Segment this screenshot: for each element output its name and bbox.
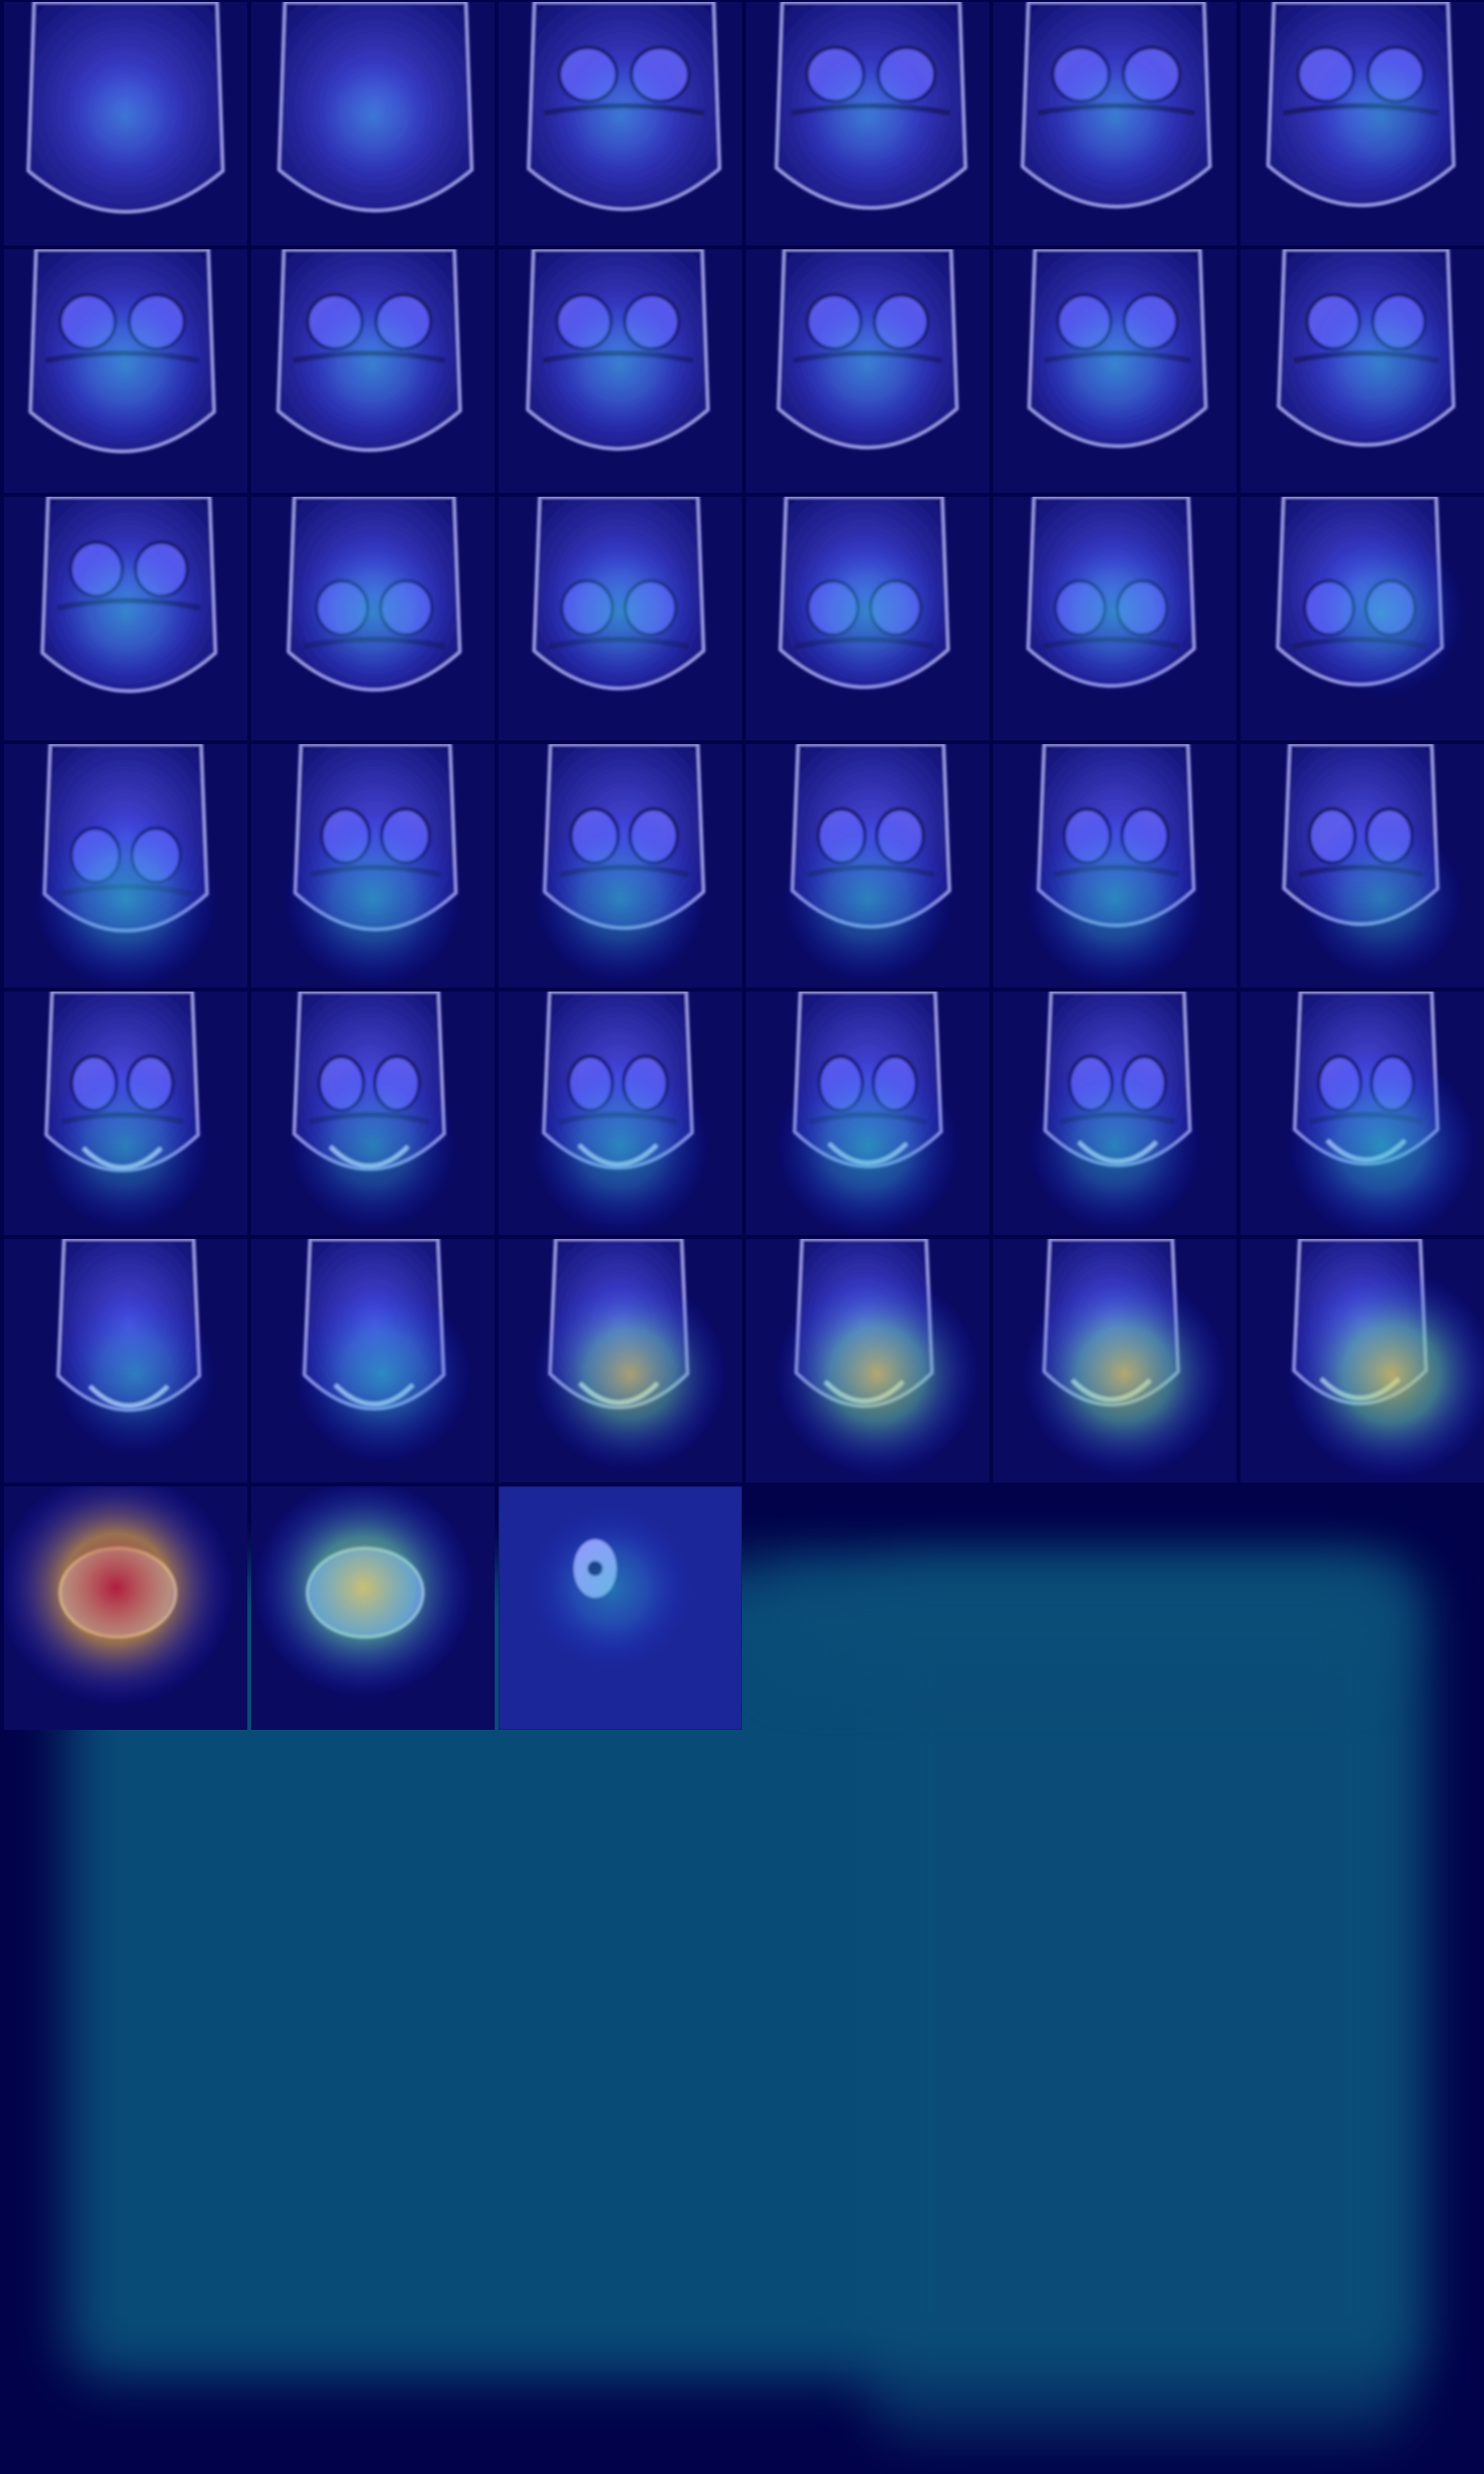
mri-slice-tile [499,992,742,1235]
mri-slice-image [1241,2,1484,245]
mri-slice-tile [251,497,495,740]
mri-slice-image [499,992,742,1235]
mri-slice-image [251,744,495,988]
mri-slice-tile [1241,2,1484,245]
mri-slice-tile [499,497,742,740]
mri-slice-image [993,992,1237,1235]
mri-slice-tile [1241,992,1484,1235]
mri-slice-image [251,497,495,740]
mri-slice-tile [4,1239,247,1482]
mri-slice-tile [499,1486,742,1730]
mri-slice-tile [251,1239,495,1482]
mri-slice-tile [4,744,247,988]
mri-slice-tile [499,2,742,245]
mri-slice-image [4,1239,247,1482]
mri-slice-image [746,497,989,740]
mri-slice-image [993,2,1237,245]
mri-slice-image [1241,744,1484,988]
mri-slice-tile [4,1486,247,1730]
mri-slice-image [4,249,247,493]
mri-slice-tile [993,2,1237,245]
mri-slice-image [1241,497,1484,740]
mri-slice-tile [746,744,989,988]
mri-slice-tile [251,1486,495,1730]
mri-slice-image [251,1486,495,1730]
mri-slice-image [251,1239,495,1482]
mri-slice-tile [746,497,989,740]
mri-slice-tile [746,249,989,493]
mri-slice-tile [746,2,989,245]
mri-slice-tile [4,249,247,493]
mri-slice-image [499,1239,742,1482]
mri-slice-tile [746,1239,989,1482]
mri-slice-tile [993,744,1237,988]
mri-slice-image [4,1486,247,1730]
slice-montage-grid [4,2,1484,1730]
mri-slice-image [1241,249,1484,493]
mri-slice-image [746,744,989,988]
mri-slice-image [993,249,1237,493]
mri-slice-tile [1241,497,1484,740]
mri-slice-tile [1241,1239,1484,1482]
mri-slice-tile [993,249,1237,493]
mri-slice-tile [251,249,495,493]
mri-slice-image [251,992,495,1235]
mri-slice-image [993,744,1237,988]
mri-slice-image [499,744,742,988]
mri-slice-image [1241,992,1484,1235]
mri-slice-tile [4,992,247,1235]
mri-slice-image [251,2,495,245]
mri-slice-tile [1241,744,1484,988]
mri-slice-tile [993,497,1237,740]
mri-slice-image [4,992,247,1235]
mri-slice-tile [499,744,742,988]
mri-slice-image [746,992,989,1235]
mri-slice-image [499,1486,742,1730]
mri-slice-image [251,249,495,493]
mri-slice-image [4,497,247,740]
mri-slice-image [1241,1239,1484,1482]
mri-slice-image [993,497,1237,740]
mri-slice-tile [4,497,247,740]
mri-slice-tile [251,992,495,1235]
mri-slice-tile [993,992,1237,1235]
mri-slice-tile [499,249,742,493]
mri-slice-tile [499,1239,742,1482]
mri-slice-image [499,497,742,740]
mri-slice-image [4,2,247,245]
mri-slice-image [499,249,742,493]
empty-grid-area [0,1486,1484,2474]
mri-slice-tile [746,992,989,1235]
mri-slice-tile [993,1239,1237,1482]
mri-slice-image [993,1239,1237,1482]
mri-slice-image [499,2,742,245]
mri-slice-image [746,1239,989,1482]
mri-slice-tile [251,744,495,988]
mri-slice-image [746,2,989,245]
mri-slice-tile [251,2,495,245]
mri-slice-tile [1241,249,1484,493]
mri-slice-image [746,249,989,493]
mri-slice-tile [4,2,247,245]
mri-slice-image [4,744,247,988]
